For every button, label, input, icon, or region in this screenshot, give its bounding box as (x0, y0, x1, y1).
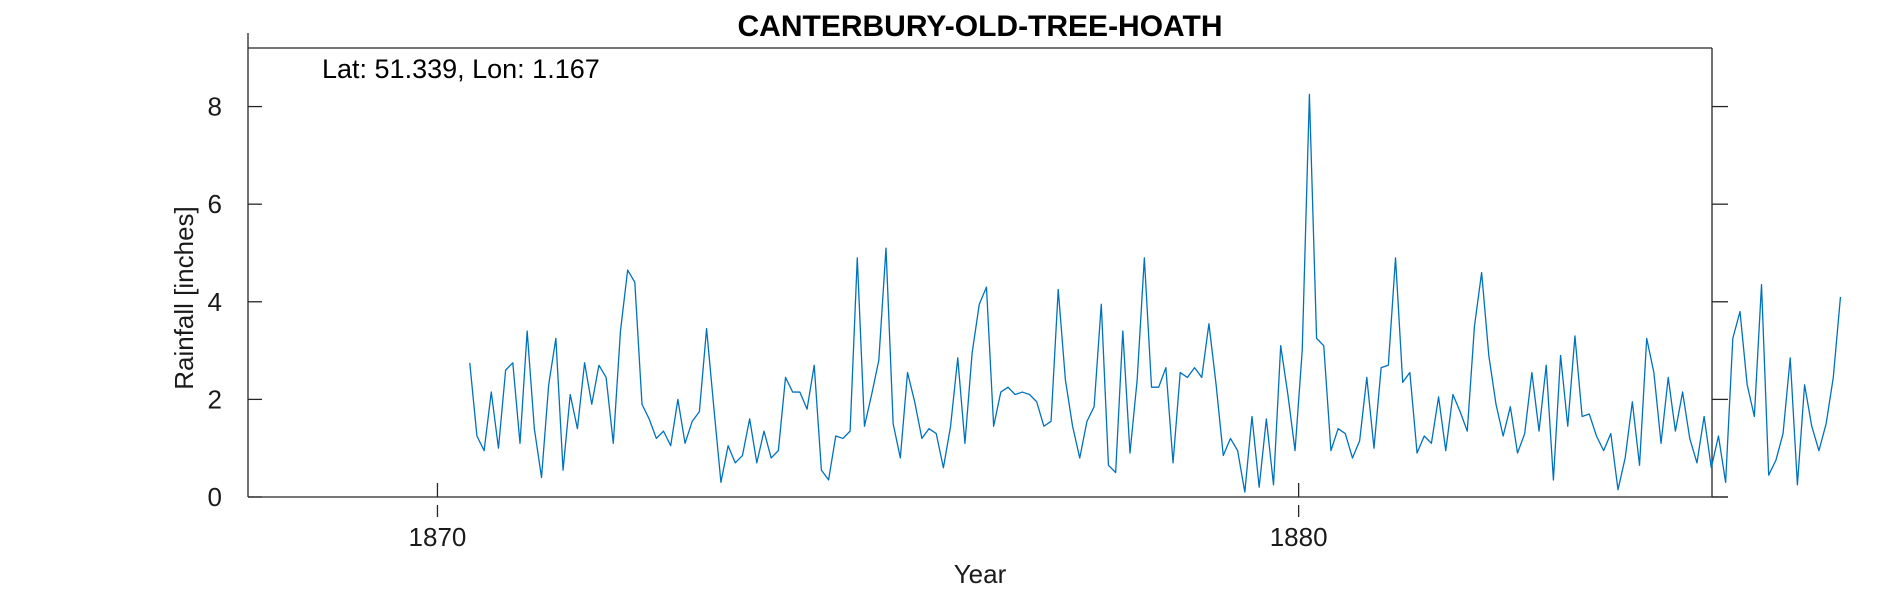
x-axis-label: Year (954, 559, 1007, 589)
y-tick-label: 0 (208, 482, 222, 512)
axes (247, 33, 1728, 498)
x-tick-label: 1880 (1270, 522, 1328, 552)
ticks: 0 2 4 6 8 1870 1880 (208, 92, 1728, 552)
rainfall-series-line (469, 93, 1842, 493)
location-annotation: Lat: 51.339, Lon: 1.167 (322, 54, 600, 84)
y-axis-label: Rainfall [inches] (169, 206, 199, 390)
y-tick-label: 4 (208, 287, 222, 317)
x-tick-label: 1870 (409, 522, 467, 552)
y-tick-label: 8 (208, 92, 222, 122)
y-tick-label: 6 (208, 189, 222, 219)
y-tick-label: 2 (208, 384, 222, 414)
chart-title: CANTERBURY-OLD-TREE-HOATH (738, 10, 1223, 43)
series (469, 93, 1842, 493)
